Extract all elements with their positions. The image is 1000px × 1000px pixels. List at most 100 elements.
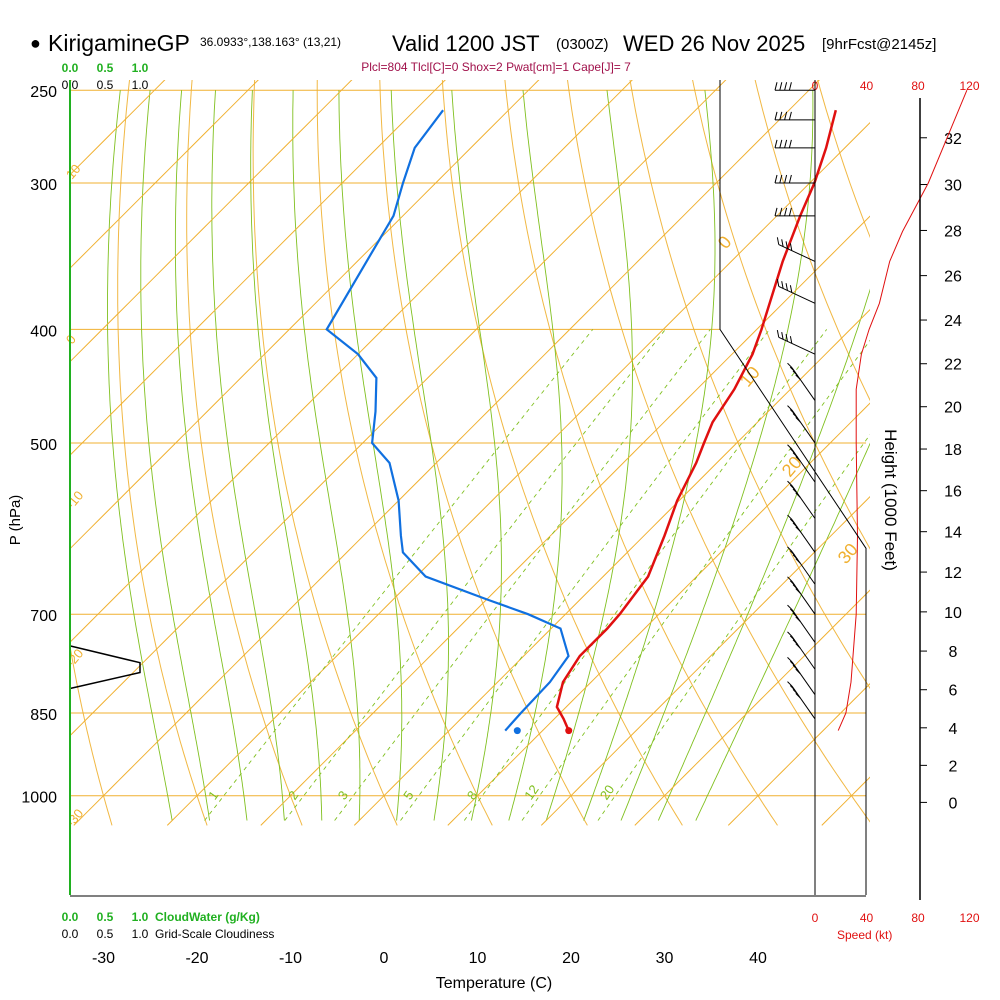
wind-barb <box>776 237 816 262</box>
moist-adiabat-12 <box>451 90 502 821</box>
wind-barb-staff <box>778 285 816 304</box>
wind-barb-staff <box>778 244 816 262</box>
wind-barb-flag <box>784 174 788 184</box>
wind-barb <box>787 604 816 643</box>
wind-barb-flag <box>784 111 788 120</box>
height-tick-4: 4 <box>949 721 958 738</box>
wind-barb <box>787 657 816 695</box>
mixing-ratio-20 <box>597 433 870 821</box>
isotherm--40 <box>70 80 727 737</box>
dry-adiabats <box>70 80 870 826</box>
isotherm-20 <box>540 495 870 826</box>
wind-barb <box>787 681 816 720</box>
moist-adiabat-8 <box>390 90 449 821</box>
wind-barb-flag <box>789 336 793 344</box>
isotherm--70 <box>70 80 446 456</box>
pressure-tick-300: 300 <box>30 177 57 194</box>
cloud-top-green-2: 1.0 <box>132 61 149 75</box>
dry-adiabat-0 <box>252 80 398 826</box>
wind-barb <box>774 207 815 217</box>
height-tick-18: 18 <box>944 442 962 459</box>
isotherm-50 <box>821 776 870 826</box>
wind-barb-flag <box>795 417 801 423</box>
wind-barb <box>787 362 816 401</box>
dry-adiabat--30 <box>70 643 113 826</box>
wind-barb-staff <box>791 685 816 720</box>
moist-adiabats <box>107 90 870 821</box>
height-tick-24: 24 <box>944 313 962 330</box>
plot-boundary <box>719 80 867 895</box>
mixing-ratio-label-1: 1 <box>205 788 221 803</box>
height-tick-28: 28 <box>944 223 962 240</box>
height-tick-8: 8 <box>949 644 958 661</box>
mixing-ratio-label-2: 2 <box>285 788 301 803</box>
moist-adiabat-32 <box>657 288 870 821</box>
wind-barb-flag <box>789 550 796 556</box>
cloud-bottom-black-0: 0.0 <box>62 927 79 941</box>
mixing-ratio-label-20: 20 <box>597 782 618 802</box>
wind-barb-flag <box>774 207 778 216</box>
wind-barb <box>787 514 816 553</box>
speed-tick-top-120: 120 <box>959 79 979 93</box>
valid-date: WED 26 Nov 2025 <box>623 31 805 56</box>
wind-barb <box>787 631 816 670</box>
height-tick-2: 2 <box>949 758 958 775</box>
wind-barb-flag <box>787 514 793 521</box>
wind-barb-flag <box>795 558 801 564</box>
wind-barb-flag <box>795 693 801 699</box>
wind-barb-flag <box>787 576 793 582</box>
wind-barb-flag <box>774 174 778 184</box>
x-tick--20: -20 <box>185 950 208 967</box>
dry-adiabat-50 <box>567 80 870 823</box>
cloudwater-label: CloudWater (g/Kg) <box>155 910 260 924</box>
dry-adiabat-70 <box>692 80 870 550</box>
wind-barb-flag <box>784 207 788 216</box>
isotherm-label-2: -10 <box>63 488 87 512</box>
isotherm-label-4: -30 <box>63 806 87 830</box>
wind-barb-staff <box>791 519 816 553</box>
cloud-top-green-1: 0.5 <box>97 61 114 75</box>
wind-barb-flag <box>776 279 780 287</box>
moist-adiabat--4 <box>250 90 323 821</box>
wind-barb-flag <box>795 526 801 532</box>
wind-barb-flag <box>787 681 793 687</box>
wind-barb-flag <box>787 362 793 369</box>
speed-tick-top-40: 40 <box>860 79 874 93</box>
wind-barb-flag <box>792 554 798 560</box>
wind-barb-flag <box>789 635 796 641</box>
dry-adiabat-90 <box>817 80 870 239</box>
surface-temperature-dot <box>565 727 573 735</box>
wind-barb-flag <box>776 329 780 338</box>
x-tick-30: 30 <box>656 950 674 967</box>
wind-barb-flag <box>787 480 793 487</box>
wind-barb-flag <box>795 374 801 380</box>
wind-barb-flag <box>789 366 796 373</box>
wind-barb-flag <box>789 409 796 415</box>
mixing-ratio-8 <box>463 329 828 821</box>
wind-barb-flag <box>779 82 783 91</box>
wind-barb-flag <box>792 612 798 618</box>
cloudiness-panel <box>69 645 141 690</box>
wind-barb-flag <box>789 660 796 667</box>
isotherm--10 <box>260 215 870 826</box>
cloud-bottom-green-1: 0.5 <box>97 910 114 924</box>
dry-adiabat-20 <box>379 80 588 826</box>
isobar-lines <box>70 89 866 797</box>
cloudiness-line <box>69 645 141 690</box>
wind-barb-flag <box>788 111 792 120</box>
wind-barb-staff <box>791 409 816 444</box>
wind-barb-flag <box>789 685 796 691</box>
wind-barb-flag <box>795 668 801 675</box>
cloud-top-green-0: 0.0 <box>62 61 79 75</box>
wind-barb-flag <box>792 689 798 695</box>
pressure-tick-250: 250 <box>30 84 57 101</box>
speed-tick-bottom-0: 0 <box>812 911 819 925</box>
isotherm-label-7: 20 <box>778 452 806 480</box>
zulu-time: (0300Z) <box>556 36 609 53</box>
wind-barb-flag <box>792 584 798 590</box>
isotherm-lines <box>70 80 870 826</box>
isotherm--50 <box>70 80 633 643</box>
wind-barb-flag <box>789 243 793 251</box>
height-tick-6: 6 <box>949 683 958 700</box>
wind-barb-staff <box>778 336 816 355</box>
